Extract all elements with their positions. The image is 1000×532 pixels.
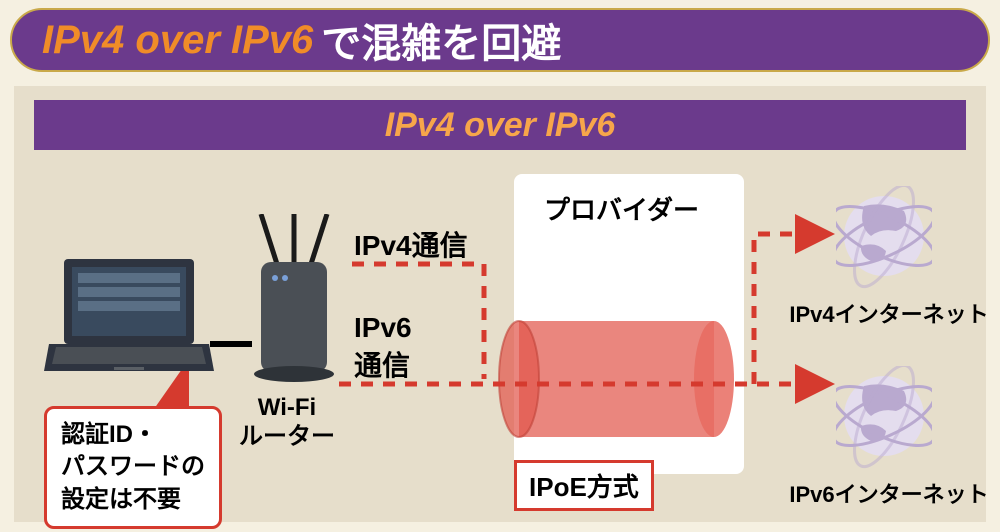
subtitle-text: IPv4 over IPv6: [385, 106, 616, 145]
auth-callout: 認証ID・ パスワードの 設定は不要: [44, 406, 222, 529]
tunnel-cylinder: [499, 319, 734, 439]
provider-label: プロバイダー: [544, 190, 699, 227]
title-accent: IPv4 over IPv6: [42, 18, 313, 63]
ipoe-method-label: IPoE方式: [514, 460, 654, 511]
globe-ipv6-icon: [836, 366, 932, 482]
router-label: Wi-Fi ルーター: [239, 394, 335, 452]
ipv6-comm-label: IPv6 通信: [354, 312, 412, 384]
router-icon: [249, 214, 339, 384]
title-bar: IPv4 over IPv6 で混雑を回避: [10, 8, 990, 72]
ipv4-internet-label: IPv4インターネット: [789, 302, 989, 328]
subtitle-bar: IPv4 over IPv6: [34, 100, 966, 150]
ipv6-internet-label: IPv6インターネット: [789, 482, 989, 508]
content-panel: IPv4 over IPv6 プロバイダー: [14, 86, 986, 522]
diagram-area: プロバイダー: [14, 164, 986, 522]
title-rest: で混雑を回避: [321, 11, 561, 69]
laptop-icon: [44, 259, 214, 377]
globe-ipv4-icon: [836, 186, 932, 302]
ipv4-comm-label: IPv4通信: [354, 224, 468, 264]
